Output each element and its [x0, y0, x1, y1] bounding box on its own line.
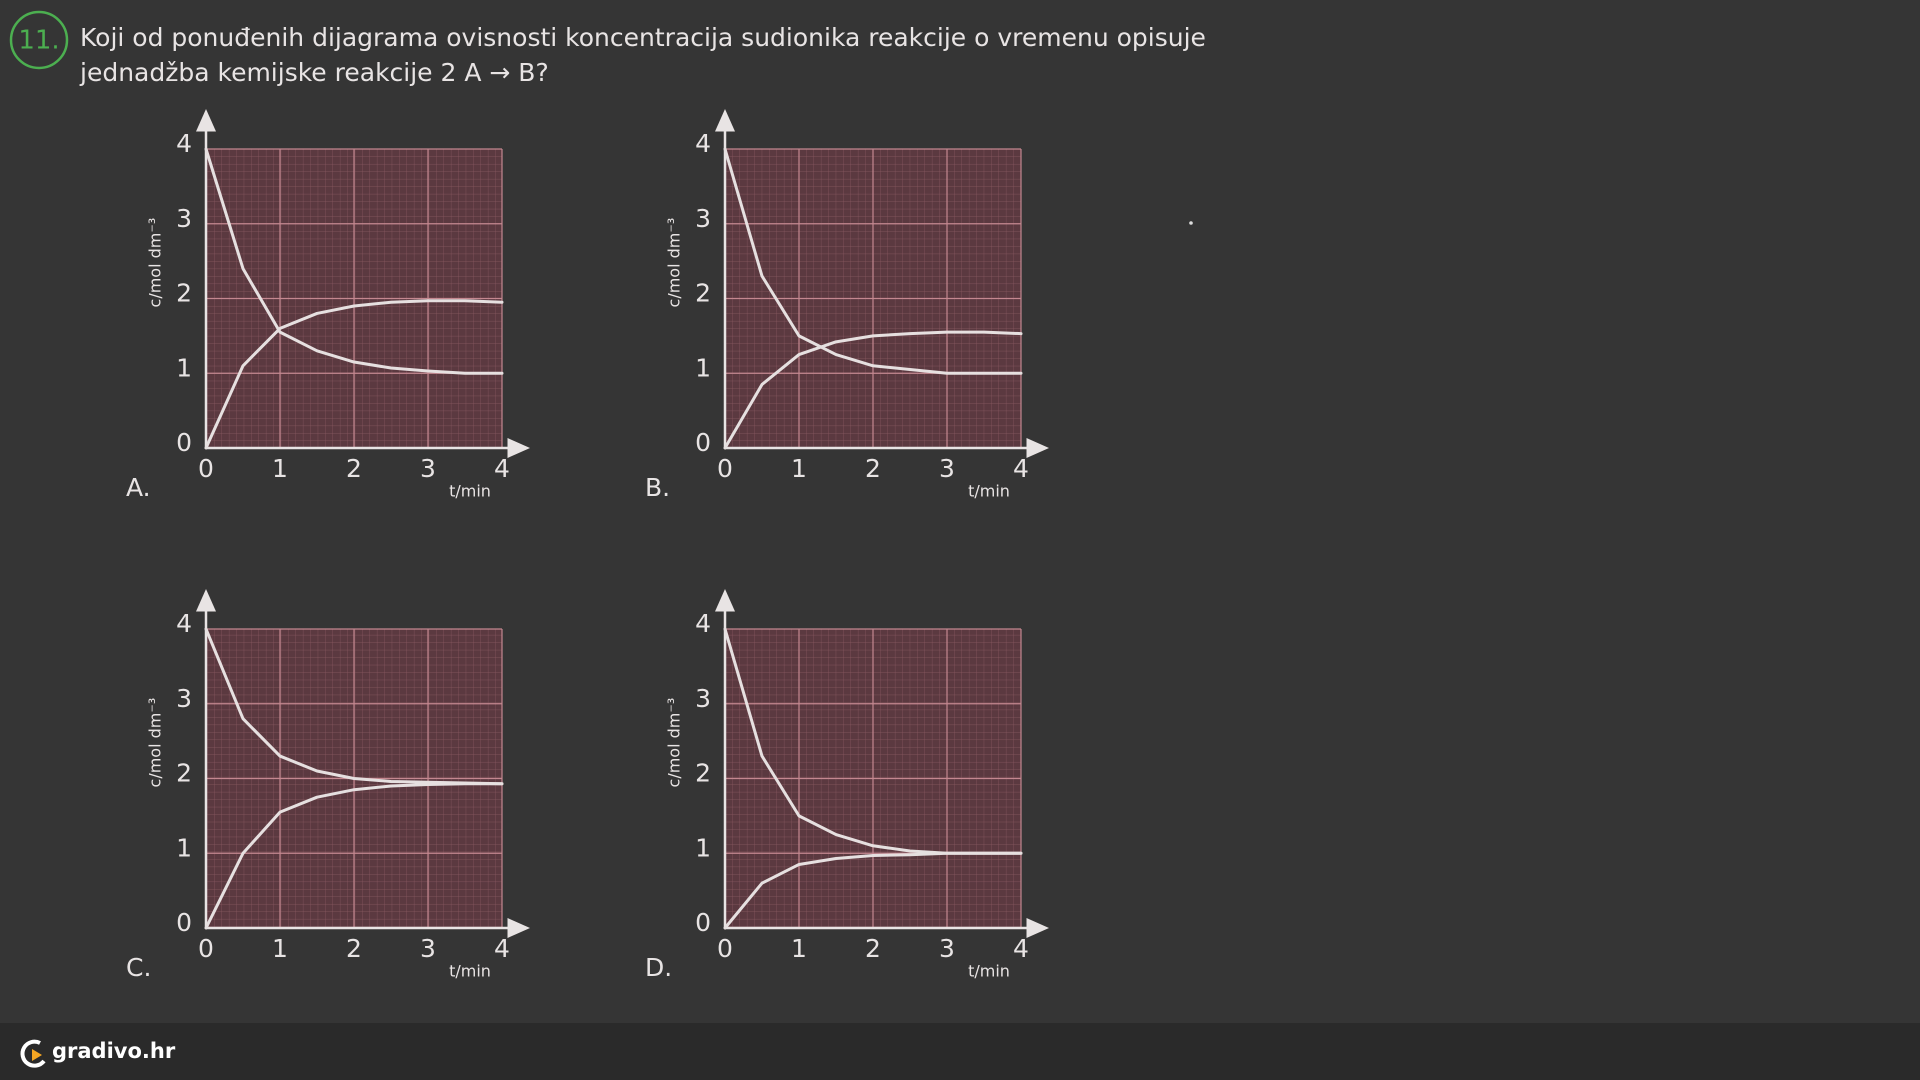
footer-bar [0, 1023, 1920, 1080]
data-line [723, 147, 1023, 375]
x-tick-label: 4 [494, 934, 510, 963]
x-axis-label: t/min [968, 962, 1010, 981]
y-tick-label: 0 [176, 428, 192, 457]
x-axis-label: t/min [449, 482, 491, 501]
x-tick-label: 2 [346, 934, 362, 963]
x-tick-label: 1 [272, 934, 288, 963]
y-tick-label: 4 [695, 129, 711, 158]
x-tick-label: 3 [420, 934, 436, 963]
question-text: jednadžba kemijske reakcije 2 A → B? [79, 58, 549, 87]
x-tick-label: 0 [717, 934, 733, 963]
x-tick-label: 0 [717, 454, 733, 483]
footer-text: gradivo.hr [52, 1039, 176, 1063]
y-tick-label: 3 [695, 684, 711, 713]
question-number: 11. [18, 26, 59, 56]
y-tick-label: 3 [176, 204, 192, 233]
y-tick-label: 2 [695, 759, 711, 788]
dot [1189, 221, 1193, 225]
x-axis-label: t/min [968, 482, 1010, 501]
y-tick-label: 1 [176, 353, 192, 382]
y-tick-label: 3 [176, 684, 192, 713]
y-tick-label: 4 [176, 129, 192, 158]
chart-label: A. [126, 473, 151, 502]
data-line [204, 299, 504, 450]
x-tick-label: 4 [494, 454, 510, 483]
y-tick-label: 2 [695, 279, 711, 308]
y-tick-label: 1 [695, 833, 711, 862]
x-tick-label: 0 [198, 934, 214, 963]
x-tick-label: 3 [939, 454, 955, 483]
x-axis-label: t/min [449, 962, 491, 981]
data-line [723, 851, 1023, 930]
chart-label: D. [645, 953, 672, 982]
y-tick-label: 1 [176, 833, 192, 862]
x-tick-label: 3 [420, 454, 436, 483]
x-tick-label: 2 [865, 934, 881, 963]
x-tick-label: 4 [1013, 454, 1029, 483]
y-tick-label: 3 [695, 204, 711, 233]
y-axis-label: c/mol dm⁻³ [146, 218, 165, 308]
logo [20, 1039, 46, 1068]
y-tick-label: 2 [176, 759, 192, 788]
question-badge [9, 10, 69, 70]
y-tick-label: 0 [695, 908, 711, 937]
question-text: Koji od ponuđenih dijagrama ovisnosti ko… [80, 23, 1206, 52]
y-tick-label: 0 [176, 908, 192, 937]
chart-label: B. [645, 473, 670, 502]
y-tick-label: 4 [176, 609, 192, 638]
y-tick-label: 0 [695, 428, 711, 457]
chart-label: C. [126, 953, 151, 982]
y-tick-label: 2 [176, 279, 192, 308]
x-tick-label: 0 [198, 454, 214, 483]
y-tick-label: 1 [695, 353, 711, 382]
y-axis-label: c/mol dm⁻³ [665, 218, 684, 308]
x-tick-label: 2 [865, 454, 881, 483]
x-tick-label: 2 [346, 454, 362, 483]
y-tick-label: 4 [695, 609, 711, 638]
data-line [723, 330, 1023, 450]
y-axis-label: c/mol dm⁻³ [665, 698, 684, 788]
logo [32, 1049, 42, 1061]
x-tick-label: 3 [939, 934, 955, 963]
y-axis-label: c/mol dm⁻³ [146, 698, 165, 788]
x-tick-label: 1 [791, 454, 807, 483]
data-line [204, 147, 504, 375]
x-tick-label: 1 [791, 934, 807, 963]
x-tick-label: 1 [272, 454, 288, 483]
x-tick-label: 4 [1013, 934, 1029, 963]
data-line [204, 782, 504, 930]
